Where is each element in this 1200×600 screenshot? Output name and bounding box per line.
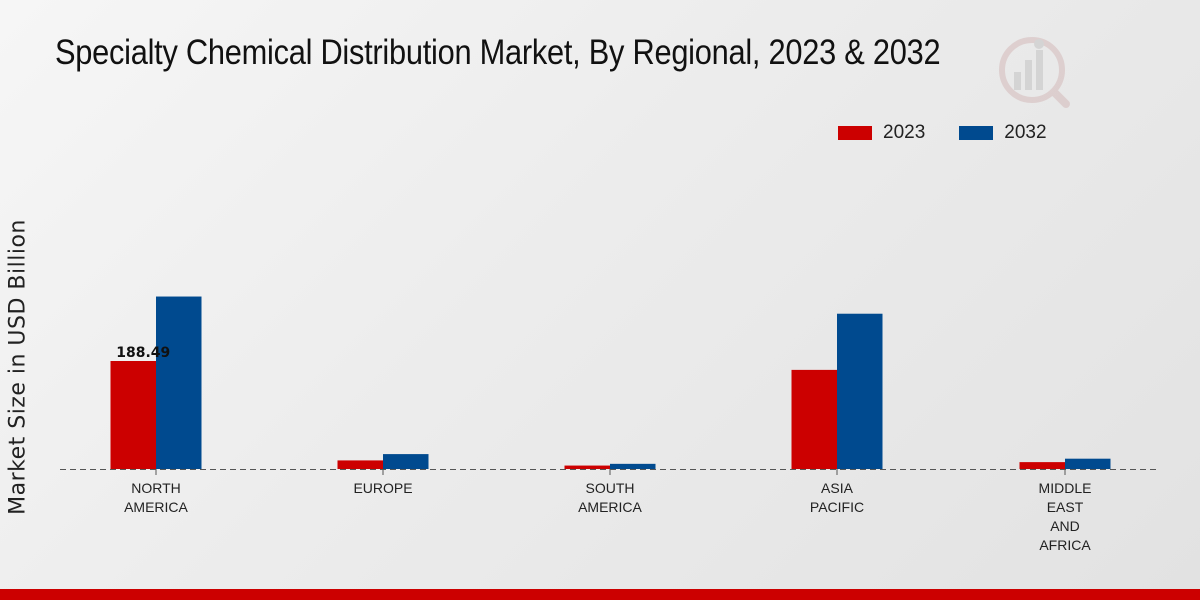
x-tick-label-south-america: SOUTH AMERICA	[578, 480, 642, 515]
legend-swatch-2032	[959, 126, 994, 140]
chart-legend: 2023 2032	[838, 122, 1081, 144]
legend-swatch-2023	[838, 126, 872, 140]
legend-item-2023: 2023	[838, 122, 925, 144]
bar-2023-middle-east-and-africa	[1019, 462, 1065, 469]
brand-bottom-bar	[0, 589, 1200, 600]
bar-2032-asia-pacific	[837, 313, 883, 469]
bar-2032-south-america	[610, 463, 656, 469]
legend-item-2032: 2032	[959, 122, 1047, 144]
bar-2032-europe	[383, 454, 429, 469]
data-label-188.49: 188.49	[116, 345, 170, 361]
x-tick-label-europe: EUROPE	[353, 480, 412, 496]
bar-2023-europe	[337, 460, 383, 469]
bar-2023-south-america	[564, 465, 610, 469]
legend-label-2023: 2023	[883, 122, 926, 143]
bar-2032-middle-east-and-africa	[1065, 458, 1111, 469]
brand-logo-icon	[999, 37, 1070, 108]
bar-2023-asia-pacific	[791, 369, 837, 469]
x-tick-label-middle-east-and-africa: MIDDLE EAST AND AFRICA	[1039, 480, 1092, 553]
legend-label-2032: 2032	[1004, 122, 1047, 143]
x-tick-label-asia-pacific: ASIA PACIFIC	[810, 480, 864, 515]
bar-2023-north-america	[110, 361, 156, 469]
x-tick-label-north-america: NORTH AMERICA	[124, 480, 188, 515]
chart-title: Specialty Chemical Distribution Market, …	[55, 33, 941, 72]
bar-2032-north-america	[156, 296, 202, 469]
